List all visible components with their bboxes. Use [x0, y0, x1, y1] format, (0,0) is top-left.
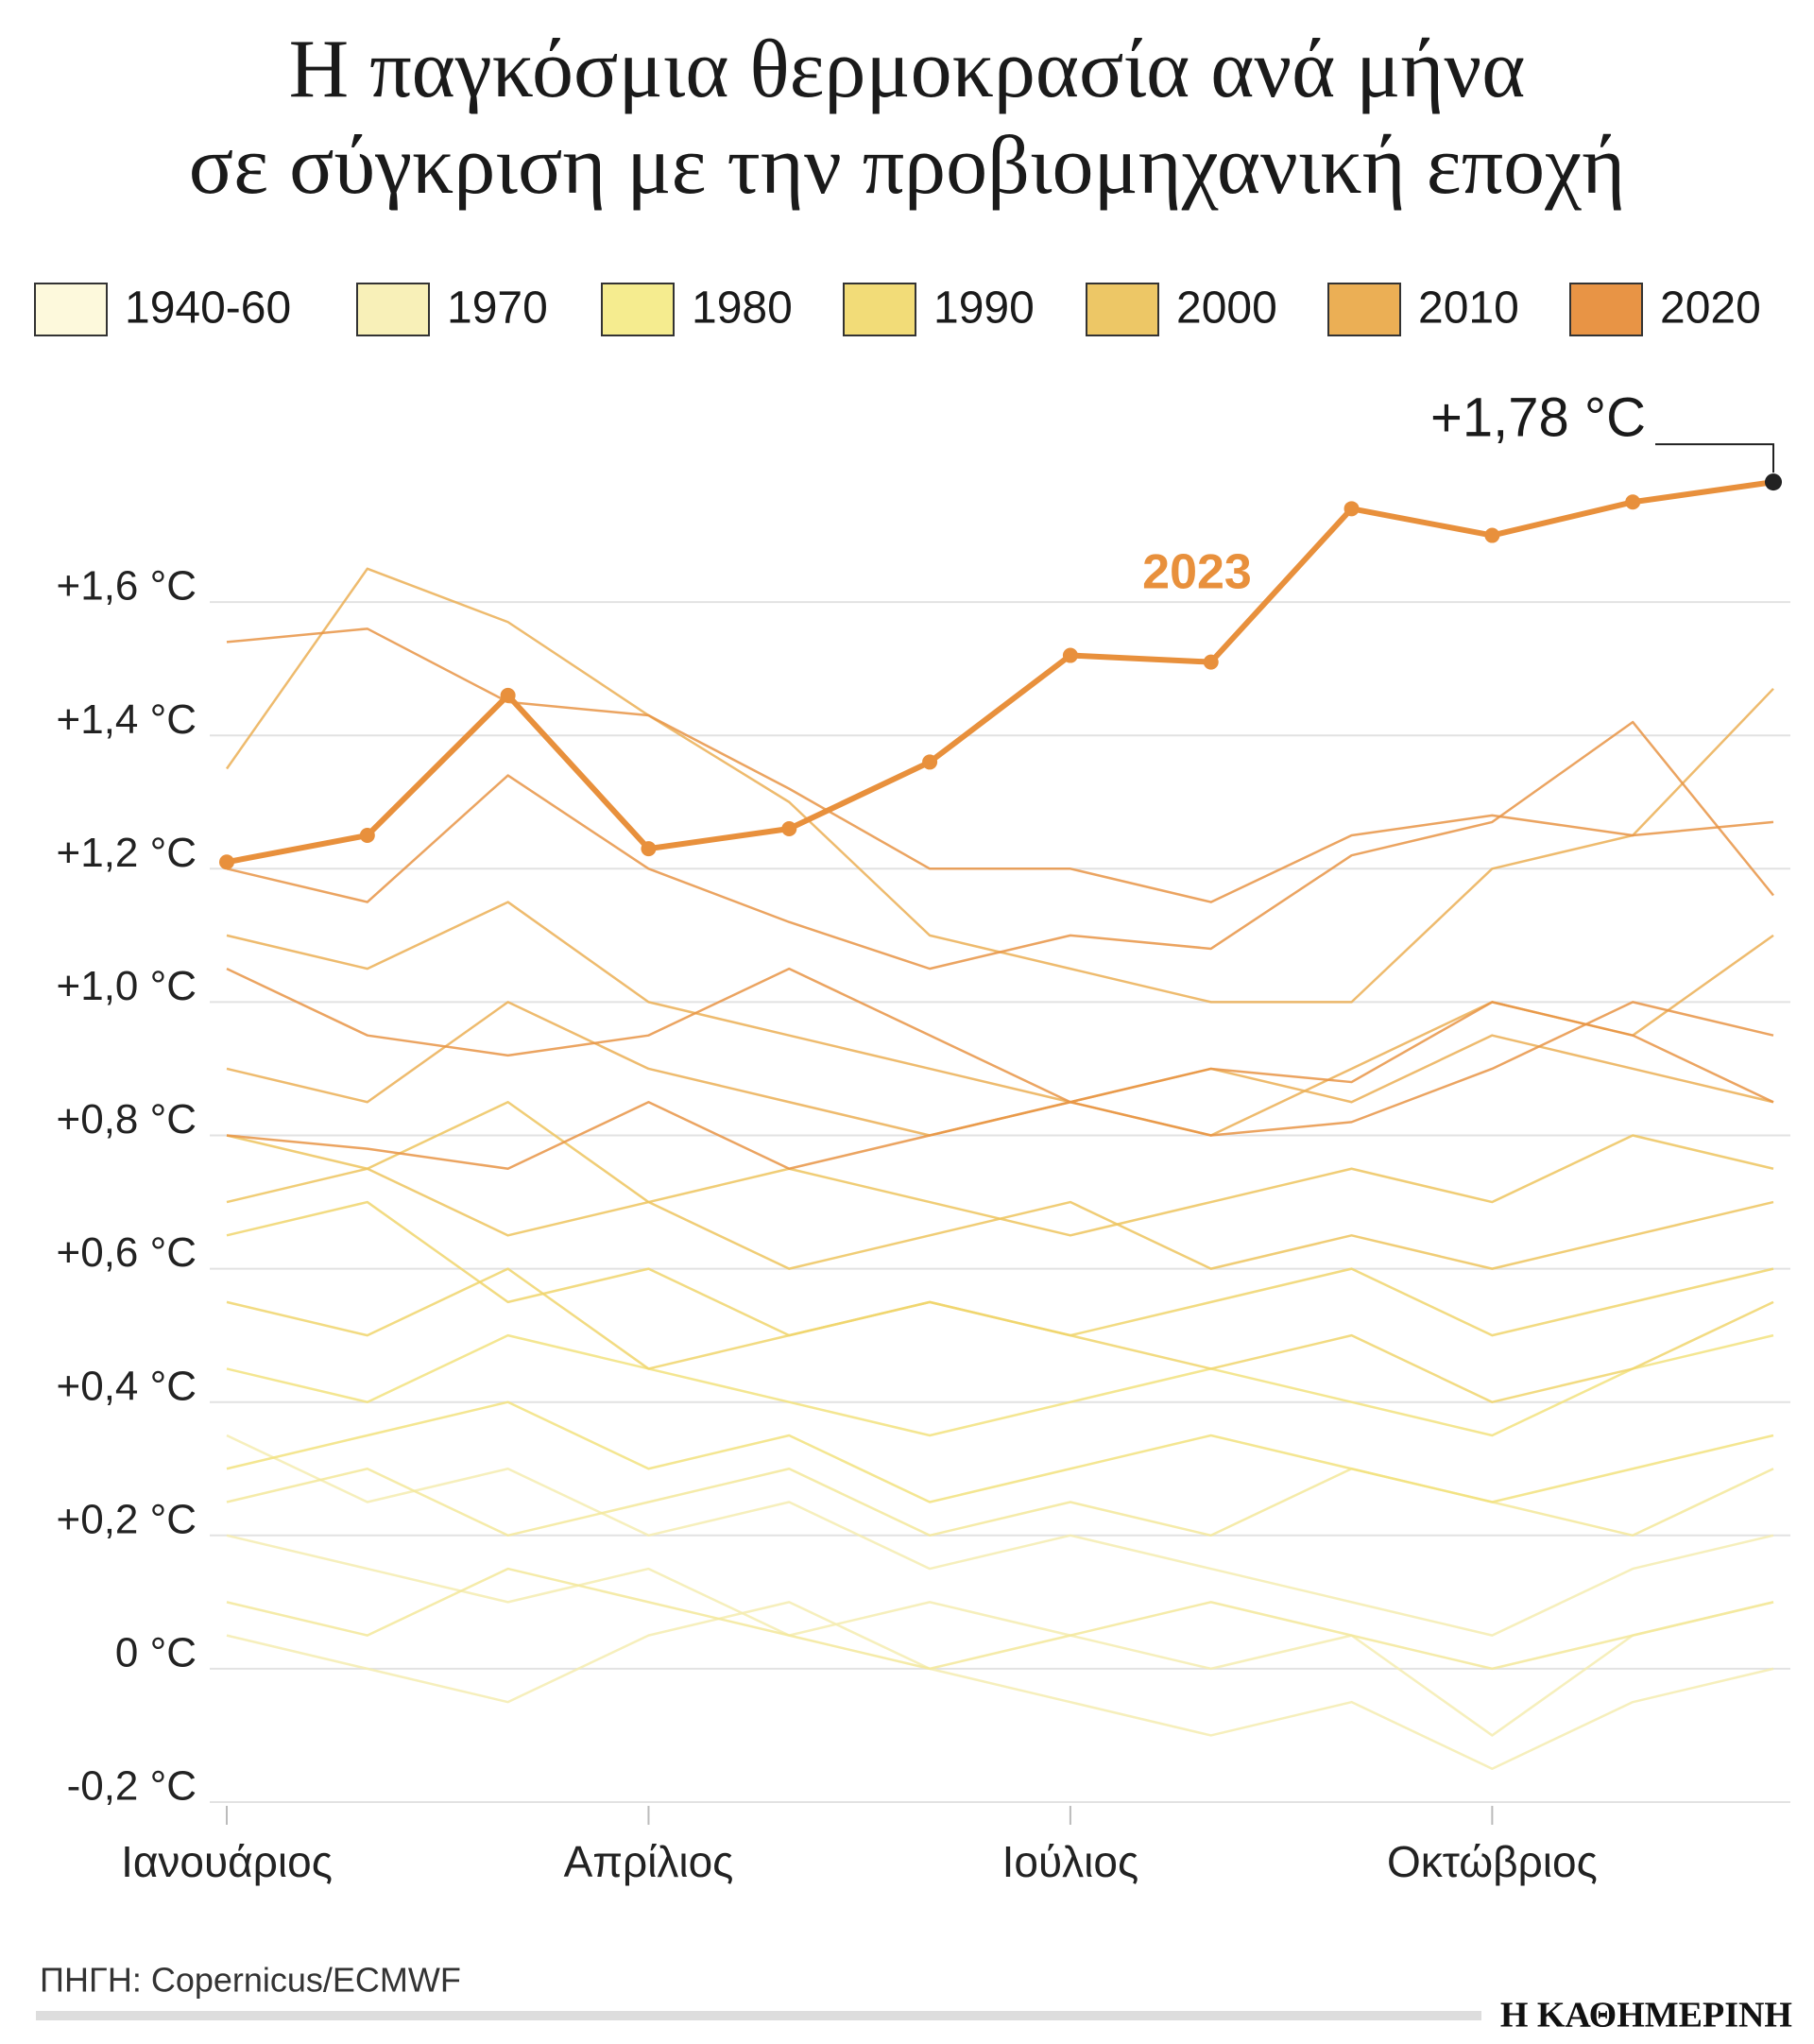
legend-label: 2020	[1660, 283, 1761, 334]
data-point	[1203, 654, 1219, 670]
data-point	[1343, 501, 1360, 517]
data-point	[1765, 473, 1782, 491]
series-line	[226, 1267, 1774, 1403]
series-line	[226, 1400, 1774, 1503]
chart-title: σε σύγκριση με την προβιομηχανική εποχή	[189, 120, 1626, 212]
y-tick-label: +1,2 °C	[57, 830, 197, 876]
legend-swatch	[601, 283, 675, 336]
legend-label: 2010	[1418, 283, 1519, 334]
source: ΠΗΓΗ: Copernicus/ECMWF	[40, 1961, 461, 2000]
y-tick-label: +0,8 °C	[57, 1096, 197, 1142]
x-tick-label: Απρίλιος	[564, 1837, 734, 1886]
legend-label: 1980	[692, 283, 793, 334]
data-point	[1062, 647, 1078, 663]
y-tick-label: +0,2 °C	[57, 1496, 197, 1542]
y-tick-label: +1,0 °C	[57, 963, 197, 1009]
series-line	[226, 1100, 1774, 1237]
data-point	[781, 820, 797, 836]
value-label: +1,78 °C	[1430, 386, 1646, 448]
data-point	[1484, 527, 1500, 543]
brand: Η ΚΑΘΗΜΕΡΙΝΗ	[1500, 1996, 1792, 2035]
y-tick-label: +1,4 °C	[57, 696, 197, 743]
series-line	[226, 967, 1774, 1137]
y-tick-label: +0,6 °C	[57, 1229, 197, 1276]
legend-label: 1970	[447, 283, 548, 334]
x-tick-label: Ιούλιος	[1002, 1837, 1139, 1886]
series-line	[226, 1468, 1774, 1537]
series-line	[225, 567, 1774, 1004]
series-line	[226, 720, 1774, 970]
chart-title: Η παγκόσμια θερμοκρασία ανά μήνα	[289, 24, 1526, 115]
series-line	[226, 1001, 1774, 1171]
legend-swatch	[1569, 283, 1643, 336]
series-line	[226, 1333, 1774, 1437]
footer-bar	[36, 2011, 1481, 2020]
x-tick-label: Ιανουάριος	[121, 1837, 333, 1886]
data-point	[922, 754, 938, 770]
y-tick-label: -0,2 °C	[67, 1763, 197, 1810]
legend-swatch	[1327, 283, 1401, 336]
y-tick-label: 0 °C	[115, 1630, 197, 1676]
series-line	[226, 1601, 1774, 1770]
series-line	[226, 1200, 1774, 1337]
legend-swatch	[356, 283, 430, 336]
y-tick-label: +1,6 °C	[57, 563, 197, 610]
series-label: 2023	[1142, 545, 1252, 600]
legend-swatch	[34, 283, 108, 336]
data-point	[219, 854, 234, 870]
legend-label: 1990	[933, 283, 1035, 334]
series-line	[226, 901, 1774, 1137]
data-point	[500, 687, 516, 703]
data-point	[1625, 494, 1641, 510]
leader-line	[1655, 443, 1774, 473]
legend-label: 1940-60	[125, 283, 291, 334]
highlight-line	[226, 479, 1774, 866]
legend-swatch	[1086, 283, 1159, 336]
series-line	[226, 1434, 1774, 1637]
series-line	[226, 1567, 1774, 1671]
y-tick-label: +0,4 °C	[57, 1363, 197, 1409]
data-point	[359, 828, 375, 844]
legend-swatch	[843, 283, 916, 336]
legend-label: 2000	[1176, 283, 1277, 334]
x-tick-label: Οκτώβριος	[1387, 1837, 1598, 1886]
data-point	[641, 841, 657, 857]
series-line	[226, 627, 1774, 903]
series-line	[226, 1534, 1774, 1737]
